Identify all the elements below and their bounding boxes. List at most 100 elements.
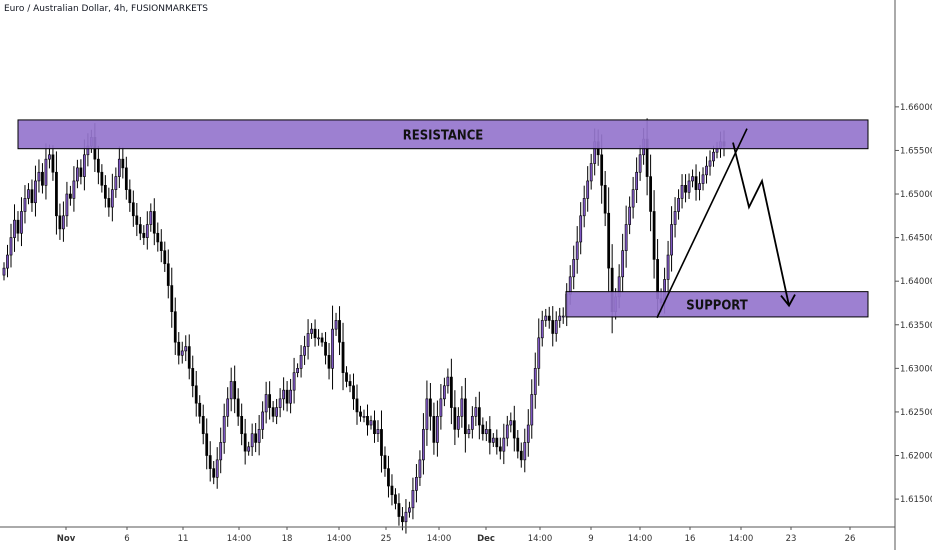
candle-body [516, 437, 520, 452]
candle [572, 245, 576, 290]
candle [422, 413, 425, 475]
candle [362, 409, 366, 423]
candle [296, 363, 299, 378]
candle-body [208, 455, 212, 469]
candle [138, 216, 142, 241]
candle-body [425, 398, 429, 430]
candle-body [698, 183, 701, 190]
time-tick-label: 26 [845, 534, 856, 544]
candle [334, 312, 338, 336]
price-tick-label: 1.64500 [900, 234, 932, 244]
candle-body [145, 224, 149, 238]
candle [121, 147, 125, 179]
candle [299, 345, 303, 378]
candle [621, 233, 625, 292]
candle-body [341, 341, 345, 374]
candle [114, 167, 118, 198]
candle [383, 446, 387, 477]
candle [533, 352, 537, 409]
projection-arrowhead [780, 294, 796, 308]
candle-body [243, 433, 247, 452]
candle [13, 204, 16, 252]
candle-body [523, 442, 527, 461]
candle [317, 329, 320, 346]
candle-body [13, 219, 16, 238]
candle-body [69, 193, 72, 199]
candle [271, 401, 275, 423]
candle [411, 477, 415, 520]
candle [201, 404, 205, 445]
candle [498, 437, 502, 460]
candle [219, 427, 223, 474]
time-tick-label: 16 [685, 534, 696, 544]
candle-body [638, 154, 642, 173]
candle-body [603, 185, 607, 214]
candle [544, 308, 548, 327]
candle-body [331, 328, 334, 369]
candle [586, 166, 590, 212]
zone-support [565, 291, 869, 318]
candle [477, 391, 481, 440]
candle-body [306, 333, 310, 347]
candle [547, 306, 551, 329]
price-tick-label: 1.62000 [900, 452, 932, 462]
candle-body [495, 437, 499, 448]
candle-body [621, 250, 625, 278]
candle-body [589, 163, 593, 182]
price-tick-label: 1.63000 [900, 364, 932, 374]
candle-body [373, 420, 376, 435]
candle-body [677, 198, 680, 212]
candle [530, 379, 534, 439]
candle [519, 442, 523, 468]
time-tick-label: 14:00 [528, 534, 553, 544]
candle [156, 222, 160, 252]
candle [233, 365, 237, 414]
candle [701, 167, 705, 191]
candle [2, 262, 6, 281]
candle [575, 226, 579, 274]
candle-body [121, 158, 125, 169]
candle-body [65, 193, 69, 217]
candle-body [631, 189, 635, 208]
candle-body [408, 507, 411, 513]
candle-body [712, 151, 715, 162]
candle-body [505, 424, 509, 439]
candle [394, 488, 397, 510]
candle [373, 410, 376, 443]
candle-body [131, 202, 135, 217]
candle [257, 415, 261, 456]
candle-body [701, 174, 705, 184]
candle-body [100, 171, 104, 186]
candle-body [34, 180, 37, 204]
time-tick-label: 14:00 [427, 534, 452, 544]
candle-body [282, 389, 285, 400]
candle [131, 190, 135, 227]
candle-body [345, 372, 348, 382]
projection-path [732, 142, 790, 306]
candle [666, 240, 670, 293]
candle-body [327, 354, 331, 369]
candle-body [20, 211, 23, 234]
candle [708, 150, 712, 176]
candle-body [142, 232, 146, 238]
candle [687, 173, 691, 199]
zone-resistance [17, 119, 869, 150]
candle-body [453, 407, 457, 430]
candle [401, 507, 404, 531]
candle-body [166, 263, 170, 286]
candle [261, 401, 265, 439]
candle [177, 332, 181, 365]
candle-body [519, 450, 523, 461]
candle-body [299, 354, 303, 369]
candle-body [705, 165, 708, 176]
candle [229, 367, 233, 412]
candle [194, 370, 198, 417]
candle [62, 201, 65, 242]
candle-body [439, 398, 443, 417]
candle-body [673, 211, 677, 225]
candle-body [551, 320, 555, 334]
candle-body [352, 385, 355, 400]
candle [23, 185, 27, 224]
candle-body [530, 394, 534, 426]
